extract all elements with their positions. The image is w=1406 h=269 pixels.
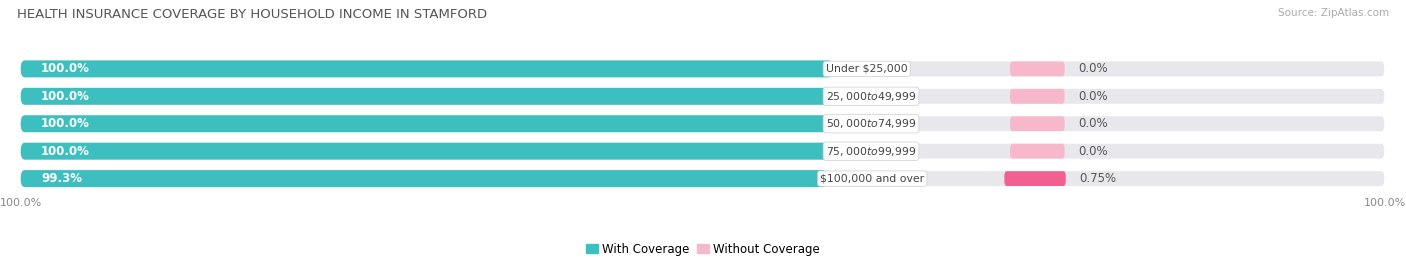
FancyBboxPatch shape: [21, 170, 827, 187]
Legend: With Coverage, Without Coverage: With Coverage, Without Coverage: [581, 238, 825, 260]
Text: $50,000 to $74,999: $50,000 to $74,999: [825, 117, 917, 130]
Text: 100.0%: 100.0%: [41, 90, 90, 103]
Text: 0.75%: 0.75%: [1080, 172, 1116, 185]
FancyBboxPatch shape: [21, 60, 832, 77]
FancyBboxPatch shape: [21, 88, 1385, 105]
Text: Source: ZipAtlas.com: Source: ZipAtlas.com: [1278, 8, 1389, 18]
FancyBboxPatch shape: [21, 88, 832, 105]
FancyBboxPatch shape: [21, 60, 1385, 77]
FancyBboxPatch shape: [21, 115, 1385, 132]
Text: 0.0%: 0.0%: [1078, 90, 1108, 103]
FancyBboxPatch shape: [1010, 144, 1064, 158]
FancyBboxPatch shape: [21, 143, 1385, 160]
FancyBboxPatch shape: [1004, 171, 1066, 186]
FancyBboxPatch shape: [21, 170, 1385, 187]
Text: $25,000 to $49,999: $25,000 to $49,999: [825, 90, 917, 103]
FancyBboxPatch shape: [1010, 89, 1064, 104]
Text: Under $25,000: Under $25,000: [825, 64, 907, 74]
Text: 100.0%: 100.0%: [41, 145, 90, 158]
Text: $75,000 to $99,999: $75,000 to $99,999: [825, 145, 917, 158]
FancyBboxPatch shape: [1010, 116, 1064, 131]
Text: 0.0%: 0.0%: [1078, 145, 1108, 158]
Text: 100.0%: 100.0%: [41, 62, 90, 75]
Text: HEALTH INSURANCE COVERAGE BY HOUSEHOLD INCOME IN STAMFORD: HEALTH INSURANCE COVERAGE BY HOUSEHOLD I…: [17, 8, 486, 21]
FancyBboxPatch shape: [1010, 62, 1064, 76]
FancyBboxPatch shape: [21, 143, 832, 160]
Text: 0.0%: 0.0%: [1078, 117, 1108, 130]
Text: 100.0%: 100.0%: [41, 117, 90, 130]
Text: 99.3%: 99.3%: [41, 172, 82, 185]
Text: $100,000 and over: $100,000 and over: [820, 174, 924, 184]
Text: 0.0%: 0.0%: [1078, 62, 1108, 75]
FancyBboxPatch shape: [21, 115, 832, 132]
